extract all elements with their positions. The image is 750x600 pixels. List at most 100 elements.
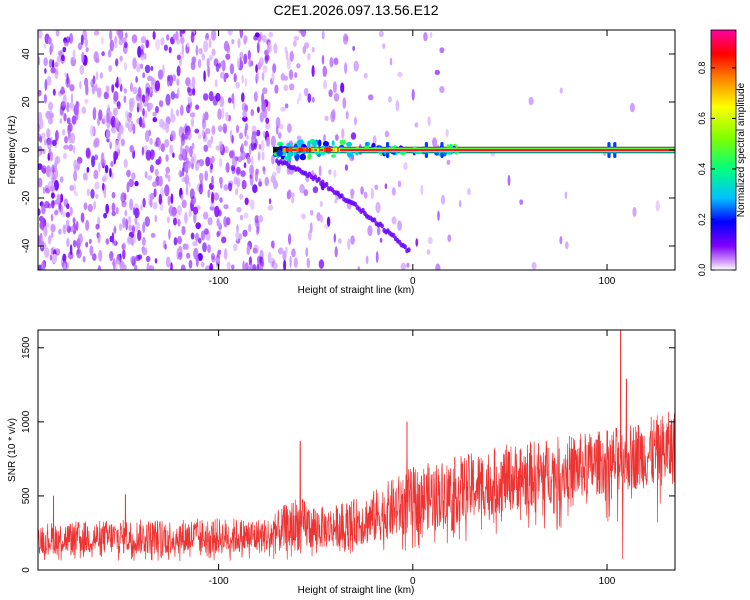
spectrogram-cell bbox=[98, 162, 101, 173]
spectrogram-cell bbox=[44, 247, 50, 258]
spectrogram-cell bbox=[244, 104, 249, 112]
spectrogram-cell bbox=[40, 220, 45, 230]
spectrogram-cell bbox=[333, 233, 336, 243]
spectrogram-cell bbox=[167, 174, 171, 183]
spectrogram-cell bbox=[159, 202, 164, 211]
spectrogram-cell bbox=[197, 133, 202, 140]
spectrogram-cell bbox=[50, 200, 55, 209]
spectrogram-cell bbox=[67, 251, 74, 260]
spectrogram-cell bbox=[59, 118, 63, 124]
spectrogram-cell bbox=[559, 87, 563, 94]
spectrogram-cell bbox=[173, 217, 177, 226]
spectrogram-cell bbox=[321, 54, 325, 65]
spectrogram-cell bbox=[426, 249, 431, 255]
spectrogram-cell bbox=[51, 232, 54, 239]
spectrogram-cell bbox=[273, 43, 278, 54]
spectrogram-cell bbox=[223, 40, 229, 52]
spectrogram-cell bbox=[207, 244, 211, 254]
spectrogram-cell bbox=[273, 262, 278, 270]
spectrogram-cell bbox=[344, 164, 348, 171]
spectrogram-cell bbox=[45, 222, 50, 228]
spectrogram-cell bbox=[180, 264, 186, 270]
spectrogram-cell bbox=[125, 122, 130, 129]
spectrogram-cell bbox=[267, 251, 272, 264]
ridge-core-cell bbox=[285, 148, 288, 152]
spectrogram-cell bbox=[439, 86, 445, 93]
spectrogram-cell bbox=[69, 244, 73, 256]
spectrogram-cell bbox=[400, 262, 406, 270]
ridge-blob bbox=[318, 139, 322, 147]
spectrogram-cell bbox=[384, 183, 388, 190]
spectrogram-cell bbox=[170, 113, 176, 123]
spectrogram-cell bbox=[251, 134, 255, 145]
spectrogram-cell bbox=[250, 199, 255, 210]
spectrogram-cell bbox=[220, 60, 224, 68]
spectrogram-cell bbox=[256, 263, 260, 270]
spectrogram-cell bbox=[293, 35, 300, 41]
ridge-blob bbox=[346, 141, 353, 147]
x-tick-label-top: -100 bbox=[209, 276, 229, 287]
spectrogram-cell bbox=[48, 171, 54, 180]
ridge-core-cell bbox=[337, 148, 340, 152]
spectrogram-cell bbox=[228, 97, 232, 104]
spectrogram-cell bbox=[120, 138, 125, 147]
spectrogram-cell bbox=[357, 266, 361, 270]
spectrogram-cell bbox=[93, 139, 98, 148]
spectrogram-cell bbox=[218, 176, 223, 184]
spectrogram-cell bbox=[209, 54, 213, 61]
spectrogram-cell bbox=[268, 43, 273, 53]
spectrogram-cell bbox=[131, 34, 138, 44]
spectrogram-cell bbox=[122, 242, 126, 250]
spectrogram-cell bbox=[105, 238, 110, 245]
spectrogram-cell bbox=[244, 77, 248, 87]
spectrogram-cell bbox=[137, 229, 142, 242]
ridge-core-cell bbox=[306, 148, 308, 152]
spectrogram-cell bbox=[96, 87, 102, 98]
spectrogram-cell bbox=[179, 30, 183, 38]
ridge-core-cell bbox=[308, 148, 311, 152]
spectrogram-cell bbox=[42, 148, 46, 155]
spectrogram-cell bbox=[223, 216, 228, 228]
spectrogram-cell bbox=[235, 230, 239, 242]
spectrogram-cell bbox=[170, 130, 176, 141]
y-tick-label-top: 20 bbox=[21, 96, 32, 108]
spectrogram-cell bbox=[123, 41, 128, 49]
spectrogram-cell bbox=[186, 252, 191, 259]
spectrogram-cell bbox=[65, 77, 71, 88]
ridge-core-cell bbox=[325, 148, 328, 152]
spectrogram-cell bbox=[152, 30, 156, 40]
spectrogram-cell bbox=[176, 65, 181, 77]
spectrogram-cell bbox=[259, 256, 264, 267]
spectrogram-cell bbox=[203, 144, 209, 152]
spectrogram-cell bbox=[70, 132, 76, 144]
spectrogram-cell bbox=[130, 256, 135, 264]
spectrogram-cell bbox=[153, 181, 158, 187]
spectrogram-cell bbox=[291, 192, 295, 198]
spectrogram-cell bbox=[430, 31, 433, 39]
spectrogram-cell bbox=[204, 34, 210, 41]
spectrogram-cell bbox=[123, 95, 127, 104]
spectrogram-cell bbox=[279, 123, 284, 130]
spectrogram-cell bbox=[117, 132, 121, 142]
spectrogram-cell bbox=[69, 206, 73, 216]
spectrogram-cell bbox=[248, 223, 252, 233]
spectrogram-cell bbox=[243, 212, 249, 219]
chirp-mark bbox=[372, 217, 377, 223]
spectrogram-cell bbox=[76, 249, 80, 255]
spectrogram-cell bbox=[123, 264, 127, 270]
spectrogram-cell bbox=[50, 192, 55, 199]
spectrogram-cell bbox=[69, 33, 74, 44]
spectrogram-cell bbox=[62, 152, 67, 160]
spectrogram-cell bbox=[170, 208, 177, 218]
spectrogram-cell bbox=[342, 33, 349, 45]
spectrogram-cell bbox=[165, 256, 171, 268]
spectrogram-cell bbox=[155, 106, 159, 114]
spectrogram-cell bbox=[271, 71, 275, 82]
spectrogram-cell bbox=[65, 36, 71, 43]
spectrogram-cell bbox=[187, 88, 194, 97]
spectrogram-cell bbox=[38, 151, 41, 157]
spectrogram-cell bbox=[98, 109, 103, 121]
spectrogram-cell bbox=[270, 135, 276, 148]
spectrogram-cell bbox=[375, 201, 381, 214]
